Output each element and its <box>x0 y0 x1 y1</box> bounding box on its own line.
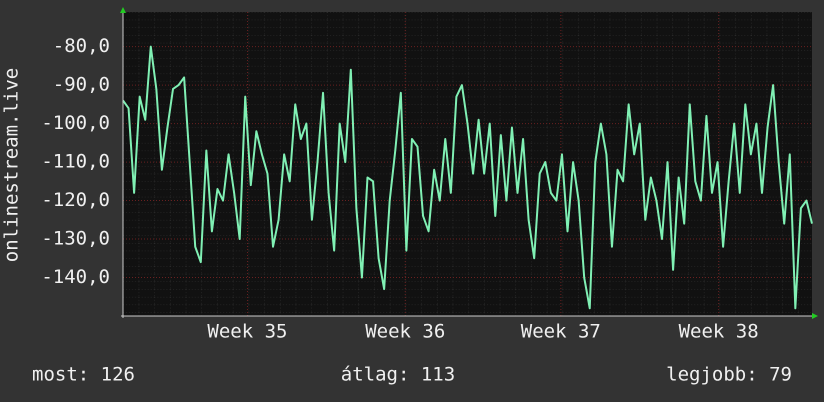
marks <box>122 45 813 310</box>
x-arrow <box>812 313 818 319</box>
series-line <box>122 45 813 310</box>
y-tick-label: -100,0 <box>41 112 110 134</box>
minor-grid <box>123 12 812 316</box>
y-tick-label: -80,0 <box>53 35 110 57</box>
y-tick-label: -130,0 <box>41 228 110 250</box>
footer-current: most: 126 <box>32 364 135 386</box>
footer-best: legjobb: 79 <box>666 364 792 386</box>
y-tick-label: -120,0 <box>41 189 110 211</box>
y-arrow <box>120 7 126 13</box>
footer-average: átlag: 113 <box>341 364 455 386</box>
x-tick-label: Week 36 <box>365 321 445 343</box>
y-tick-label: -90,0 <box>53 74 110 96</box>
grid <box>123 12 812 316</box>
y-axis-label: onlinestream.live <box>1 68 23 262</box>
x-tick-label: Week 38 <box>679 321 759 343</box>
y-tick-label: -140,0 <box>41 266 110 288</box>
x-tick-label: Week 37 <box>521 321 601 343</box>
x-tick-label: Week 35 <box>207 321 287 343</box>
y-tick-label: -110,0 <box>41 151 110 173</box>
